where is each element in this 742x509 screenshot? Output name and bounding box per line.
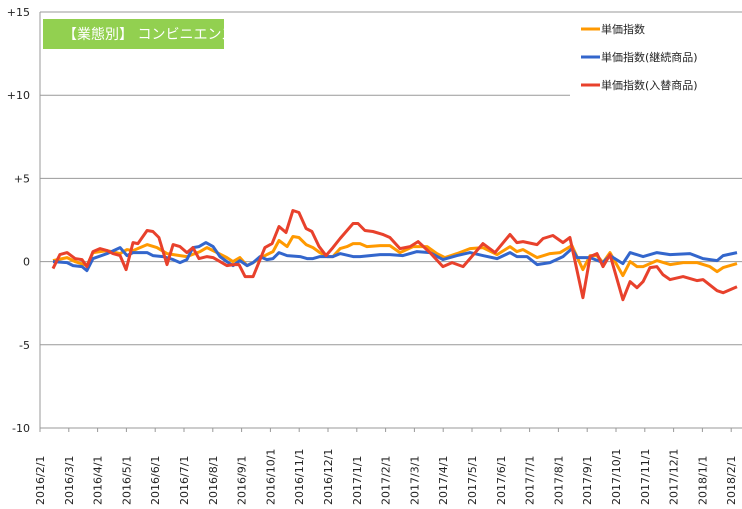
x-tick-label: 2017/12/1: [668, 449, 681, 505]
series-line-2: [51, 209, 738, 302]
x-tick-label: 2016/8/1: [207, 456, 220, 505]
x-tick-label: 2016/10/1: [264, 449, 277, 505]
chart-title-box: 【業態別】 コンビニエンスストア: [43, 19, 277, 49]
x-tick-label: 2016/12/1: [322, 449, 335, 505]
x-tick-label: 2016/5/1: [120, 456, 133, 505]
x-tick-label: 2017/3/1: [408, 456, 421, 505]
y-tick-label: +15: [7, 6, 30, 19]
x-tick-label: 2017/2/1: [380, 456, 393, 505]
y-tick-label: +5: [14, 172, 30, 185]
x-tick-label: 2018/2/1: [725, 456, 738, 505]
x-tick-label: 2017/7/1: [524, 456, 537, 505]
x-tick-label: 2016/4/1: [92, 456, 105, 505]
x-tick-label: 2017/6/1: [495, 456, 508, 505]
x-tick-label: 2017/11/1: [639, 449, 652, 505]
y-tick-label: -5: [19, 339, 30, 352]
legend-label: 単価指数(継続商品): [601, 50, 698, 64]
y-axis-tick-labels: +15 +10 +5 0 -5 -10: [7, 6, 30, 435]
y-tick-label: -10: [12, 422, 30, 435]
x-tick-label: 2018/1/1: [696, 456, 709, 505]
x-tick-label: 2017/4/1: [437, 456, 450, 505]
x-tick-label: 2016/11/1: [293, 449, 306, 505]
x-tick-label: 2016/9/1: [236, 456, 249, 505]
x-tick-label: 2017/10/1: [610, 449, 623, 505]
x-tick-label: 2017/8/1: [552, 456, 565, 505]
x-tick-label: 2017/5/1: [466, 456, 479, 505]
y-tick-label: 0: [23, 256, 30, 269]
x-tick-label: 2017/1/1: [351, 456, 364, 505]
series-lines: [51, 209, 738, 302]
title-background: [43, 19, 224, 49]
series-line-0: [52, 235, 738, 278]
x-tick-label: 2016/6/1: [149, 456, 162, 505]
x-tick-label: 2016/3/1: [63, 456, 76, 505]
x-tick-label: 2017/9/1: [581, 456, 594, 505]
legend-label: 単価指数: [601, 22, 645, 36]
legend-background: [570, 13, 742, 96]
x-tick-label: 2016/2/1: [34, 456, 47, 505]
gridlines: [39, 11, 742, 432]
x-tick-label: 2016/7/1: [178, 456, 191, 505]
legend-label: 単価指数(入替商品): [601, 78, 698, 92]
y-tick-label: +10: [7, 89, 30, 102]
x-axis-tick-labels: 2016/2/1 2016/3/1 2016/4/1 2016/5/1 2016/6/1…: [34, 449, 738, 505]
chart-title: 【業態別】 コンビニエンスストア: [63, 27, 277, 43]
